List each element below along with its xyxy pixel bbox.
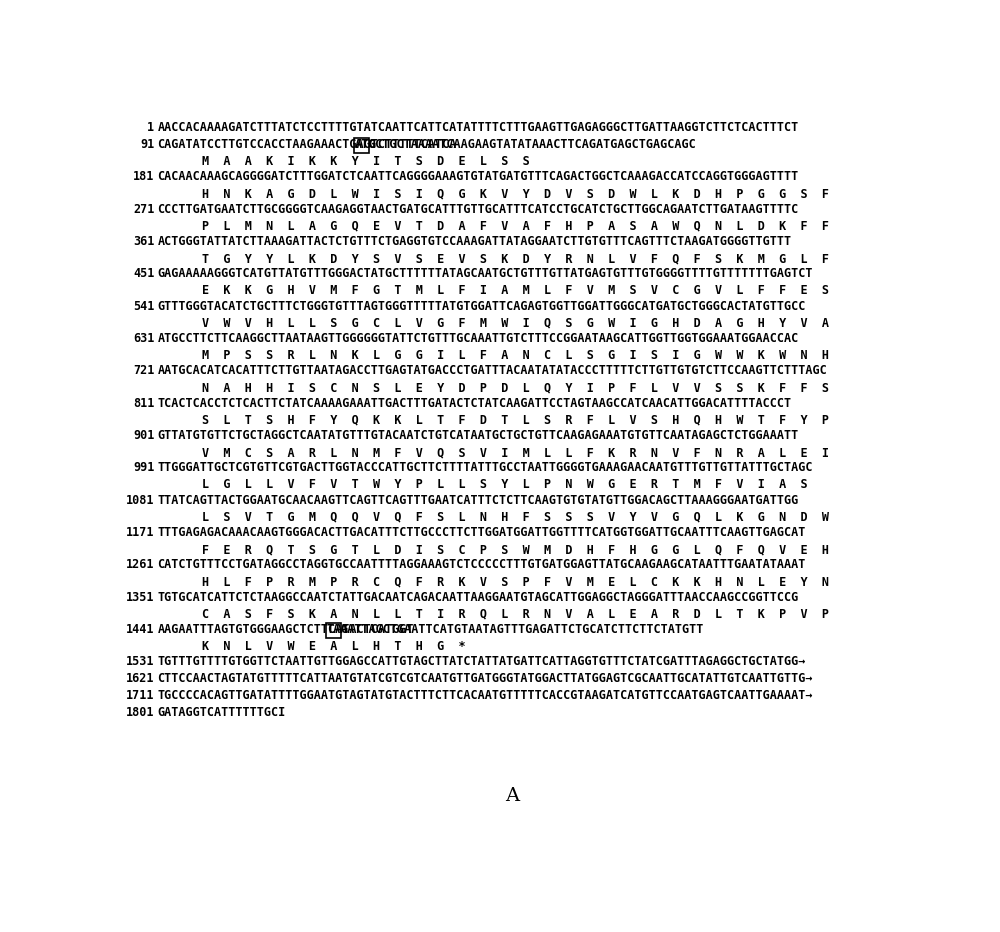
Text: L  S  V  T  G  M  Q  Q  V  Q  F  S  L  N  H  F  S  S  S  V  Y  V  G  Q  L  K  G : L S V T G M Q Q V Q F S L N H F S S S V … xyxy=(202,511,830,524)
Text: GCTGCTAAAATCAAGAAGTATATAAACTTCAGATGAGCTGAGCAGC: GCTGCTAAAATCAAGAAGTATATAAACTTCAGATGAGCTG… xyxy=(369,138,696,151)
Text: AAGAATTTAGTGTGGGAAGCTCTTCATACTCATGGT: AAGAATTTAGTGTGGGAAGCTCTTCATACTCATGGT xyxy=(158,624,414,637)
Bar xyxy=(326,624,341,637)
Text: A: A xyxy=(505,787,520,805)
Text: ATGCCTTCTTCAAGGCTTAATAAGTTGGGGGGTATTCTGTTTGCAAATTGTCTTTCCGGAATAAGCATTGGTTGGTGGAA: ATGCCTTCTTCAAGGCTTAATAAGTTGGGGGGTATTCTGT… xyxy=(158,332,799,345)
Text: H  N  K  A  G  D  L  W  I  S  I  Q  G  K  V  Y  D  V  S  D  W  L  K  D  H  P  G : H N K A G D L W I S I Q G K V Y D V S D … xyxy=(202,187,830,200)
Text: 181: 181 xyxy=(133,171,154,184)
Text: L  G  L  L  V  F  V  T  W  Y  P  L  L  S  Y  L  P  N  W  G  E  R  T  M  F  V  I : L G L L V F V T W Y P L L S Y L P N W G … xyxy=(202,478,808,491)
Text: V  W  V  H  L  L  S  G  C  L  V  G  F  M  W  I  Q  S  G  W  I  G  H  D  A  G  H : V W V H L L S G C L V G F M W I Q S G W … xyxy=(202,317,830,330)
Text: TGCCCCACAGTTGATATTTTGGAATGTAGTATGTACTTTCTTCACAATGTTTTTCACCGTAAGATCATGTTCCAATGAGT: TGCCCCACAGTTGATATTTTGGAATGTAGTATGTACTTTC… xyxy=(158,690,813,703)
Text: E  K  K  G  H  V  M  F  G  T  M  L  F  I  A  M  L  F  V  M  S  V  C  G  V  L  F : E K K G H V M F G T M L F I A M L F V M … xyxy=(202,284,830,297)
Text: 1441: 1441 xyxy=(126,624,154,637)
Text: N  A  H  H  I  S  C  N  S  L  E  Y  D  P  D  L  Q  Y  I  P  F  L  V  V  S  S  K : N A H H I S C N S L E Y D P D L Q Y I P … xyxy=(202,381,830,394)
Text: 811: 811 xyxy=(133,397,154,410)
Text: TGTGCATCATTCTCTAAGGCCAATCTATTGACAATCAGACAATTAAGGAATGTAGCATTGGAGGCTAGGGATTTAACCAA: TGTGCATCATTCTCTAAGGCCAATCTATTGACAATCAGAC… xyxy=(158,591,799,604)
Text: TTTGAGAGACAAACAAGTGGGACACTTGACATTTCTTGCCCTTCTTGGATGGATTGGTTTTCATGGTGGATTGCAATTTC: TTTGAGAGACAAACAAGTGGGACACTTGACATTTCTTGCC… xyxy=(158,526,806,539)
Text: CACAACAAAGCAGGGGATCTTTGGATCTCAATTCAGGGGAAAGTGTATGATGTTTCAGACTGGCTCAAAGACCATCCAGG: CACAACAAAGCAGGGGATCTTTGGATCTCAATTCAGGGGA… xyxy=(158,171,799,184)
Text: 1171: 1171 xyxy=(126,526,154,539)
Text: ATG: ATG xyxy=(354,138,376,151)
Text: ACTGGGTATTATCTTAAAGATTACTCTGTTTCTGAGGTGTCCAAAGATTATAGGAATCTTGTGTTTCAGTTTCTAAGATG: ACTGGGTATTATCTTAAAGATTACTCTGTTTCTGAGGTGT… xyxy=(158,235,792,248)
Text: GATAGGTCATTTTTTGCI: GATAGGTCATTTTTTGCI xyxy=(158,706,286,720)
Text: 1: 1 xyxy=(147,121,154,134)
Text: CCCTTGATGAATCTTGCGGGGTCAAGAGGTAACTGATGCATTTGTTGCATTTCATCCTGCATCTGCTTGGCAGAATCTTG: CCCTTGATGAATCTTGCGGGGTCAAGAGGTAACTGATGCA… xyxy=(158,202,799,215)
Text: CAGATATCCTTGTCCACCTAAGAAACTGAGTCTTTTTCATCA: CAGATATCCTTGTCCACCTAAGAAACTGAGTCTTTTTCAT… xyxy=(158,138,457,151)
Text: M  P  S  S  R  L  N  K  L  G  G  I  L  F  A  N  C  L  S  G  I  S  I  G  W  W  K : M P S S R L N K L G G I L F A N C L S G … xyxy=(202,349,830,362)
Text: GTTATGTGTTCTGCTAGGCTCAATATGTTTGTACAATCTGTCATAATGCTGCTGTTCAAGAGAAATGTGTTCAATAGAGC: GTTATGTGTTCTGCTAGGCTCAATATGTTTGTACAATCTG… xyxy=(158,429,799,442)
Text: TTATCAGTTACTGGAATGCAACAAGTTCAGTTCAGTTTGAATCATTTCTCTTCAAGTGTGTATGTTGGACAGCTTAAAGG: TTATCAGTTACTGGAATGCAACAAGTTCAGTTCAGTTTGA… xyxy=(158,494,799,507)
Text: 451: 451 xyxy=(133,267,154,281)
Text: V  M  C  S  A  R  L  N  M  F  V  Q  S  V  I  M  L  L  F  K  R  N  V  F  N  R  A : V M C S A R L N M F V Q S V I M L L F K … xyxy=(202,446,830,459)
Text: CTTCCAACTAGTATGTTTTTCATTAATGTATCGTCGTCAATGTTGATGGGTATGGACTTATGGAGTCGCAATTGCATATT: CTTCCAACTAGTATGTTTTTCATTAATGTATCGTCGTCAA… xyxy=(158,672,813,685)
Text: P  L  M  N  L  A  G  Q  E  V  T  D  A  F  V  A  F  H  P  A  S  A  W  Q  N  L  D : P L M N L A G Q E V T D A F V A F H P A … xyxy=(202,220,830,233)
Text: 271: 271 xyxy=(133,202,154,215)
Text: 991: 991 xyxy=(133,461,154,474)
Text: 721: 721 xyxy=(133,364,154,377)
Text: 1711: 1711 xyxy=(126,690,154,703)
Text: 91: 91 xyxy=(140,138,154,151)
Text: 1801: 1801 xyxy=(126,706,154,720)
Text: 541: 541 xyxy=(133,300,154,313)
Text: AATGCACATCACATTTCTTGTTAATAGACCTTGAGTATGACCCTGATTTACAATATATACCCTTTTTCTTGTTGTGTCTT: AATGCACATCACATTTCTTGTTAATAGACCTTGAGTATGA… xyxy=(158,364,827,377)
Text: TTGGGATTGCTCGTGTTCGTGACTTGGTACCCATTGCTTCTTTTATTTGCCTAATTGGGGTGAAAGAACAATGTTTGTTG: TTGGGATTGCTCGTGTTCGTGACTTGGTACCCATTGCTTC… xyxy=(158,461,813,474)
Text: 631: 631 xyxy=(133,332,154,345)
Text: 1531: 1531 xyxy=(126,655,154,668)
Text: TCACTCACCTCTCACTTCTATCAAAAGAAATTGACTTTGATACTCTATCAAGATTCCTAGTAAGCCATCAACATTGGACA: TCACTCACCTCTCACTTCTATCAAAAGAAATTGACTTTGA… xyxy=(158,397,792,410)
Text: TGTTTGTTTTGTGGTTCTAATTGTTGGAGCCATTGTAGCTTATCTATTATGATTCATTAGGTGTTTCTATCGATTTAGAG: TGTTTGTTTTGTGGTTCTAATTGTTGGAGCCATTGTAGCT… xyxy=(158,655,806,668)
Text: CATCTGTTTCCTGATAGGCCTAGGTGCCAATTTTAGGAAAGTCTCCCCCTTTGTGATGGAGTTATGCAAGAAGCATAATT: CATCTGTTTCCTGATAGGCCTAGGTGCCAATTTTAGGAAA… xyxy=(158,558,806,571)
Text: AACCACAAAAGATCTTTATCTCCTTTTGTATCAATTCATTCATATTTTCTTTGAAGTTGAGAGGGCTTGATTAAGGTCTT: AACCACAAAAGATCTTTATCTCCTTTTGTATCAATTCATT… xyxy=(158,121,799,134)
Text: TAA: TAA xyxy=(326,624,348,637)
Text: S  L  T  S  H  F  Y  Q  K  K  L  T  F  D  T  L  S  R  F  L  V  S  H  Q  H  W  T : S L T S H F Y Q K K L T F D T L S R F L … xyxy=(202,414,830,427)
Text: M  A  A  K  I  K  K  Y  I  T  S  D  E  L  S  S: M A A K I K K Y I T S D E L S S xyxy=(202,155,530,168)
Text: F  E  R  Q  T  S  G  T  L  D  I  S  C  P  S  W  M  D  H  F  H  G  G  L  Q  F  Q : F E R Q T S G T L D I S C P S W M D H F … xyxy=(202,543,830,556)
Text: GAGAAAAAGGGTCATGTTATGTTTGGGACTATGCTTTTTTATAGCAATGCTGTTTGTTATGAGTGTTTGTGGGGTTTTGT: GAGAAAAAGGGTCATGTTATGTTTGGGACTATGCTTTTTT… xyxy=(158,267,813,281)
Text: C  A  S  F  S  K  A  N  L  L  T  I  R  Q  L  R  N  V  A  L  E  A  R  D  L  T  K : C A S F S K A N L L T I R Q L R N V A L … xyxy=(202,608,830,621)
Text: GTTTGGGTACATCTGCTTTCTGGGTGTTTAGTGGGTTTTTATGTGGATTCAGAGTGGTTGGATTGGGCATGATGCTGGGC: GTTTGGGTACATCTGCTTTCTGGGTGTTTAGTGGGTTTTT… xyxy=(158,300,806,313)
Text: H  L  F  P  R  M  P  R  C  Q  F  R  K  V  S  P  F  V  M  E  L  C  K  K  H  N  L : H L F P R M P R C Q F R K V S P F V M E … xyxy=(202,575,830,588)
Text: 1081: 1081 xyxy=(126,494,154,507)
Text: 1351: 1351 xyxy=(126,591,154,604)
Text: 1261: 1261 xyxy=(126,558,154,571)
Text: K  N  L  V  W  E  A  L  H  T  H  G  *: K N L V W E A L H T H G * xyxy=(202,640,466,653)
Text: GATTAGCTGAATTCATGTAATAGTTTGAGATTCTGCATCTTCTTCTATGTT: GATTAGCTGAATTCATGTAATAGTTTGAGATTCTGCATCT… xyxy=(340,624,704,637)
Text: 901: 901 xyxy=(133,429,154,442)
Text: T  G  Y  Y  L  K  D  Y  S  V  S  E  V  S  K  D  Y  R  N  L  V  F  Q  F  S  K  M : T G Y Y L K D Y S V S E V S K D Y R N L … xyxy=(202,252,830,265)
Bar xyxy=(354,138,369,153)
Text: 1621: 1621 xyxy=(126,672,154,685)
Text: 361: 361 xyxy=(133,235,154,248)
